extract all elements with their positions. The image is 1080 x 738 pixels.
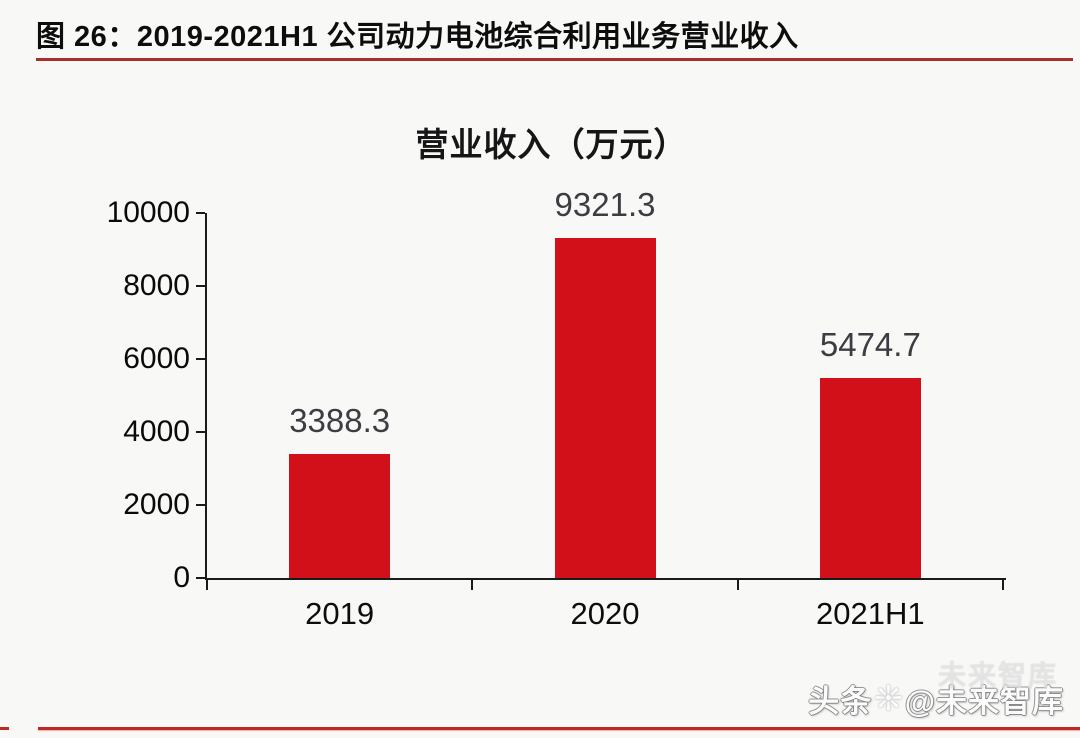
plot-area: 0 2000 4000 6000 8000 10000 3388.3 2019 9321.3 20… (107, 186, 1006, 631)
x-axis-tick (206, 580, 208, 590)
y-axis-tick (196, 577, 205, 579)
chart-title: 营业收入（万元） (415, 126, 688, 163)
bar-value-label: 3388.3 (289, 402, 391, 440)
x-axis-line (205, 578, 1006, 580)
caption-underline (36, 58, 1073, 61)
figure-caption: 图 26：2019-2021H1 公司动力电池综合利用业务营业收入 (36, 21, 799, 53)
y-axis-tick-label: 10000 (106, 196, 190, 229)
y-axis-tick (196, 212, 205, 214)
y-axis-tick (196, 504, 205, 506)
bar-value-label: 5474.7 (819, 326, 921, 364)
y-axis-tick-label: 8000 (123, 269, 190, 302)
y-axis-tick-label: 2000 (123, 488, 190, 521)
bar-2020 (554, 237, 656, 578)
y-axis-tick (196, 358, 205, 360)
y-axis-tick-label: 0 (173, 561, 190, 594)
x-axis-category-label: 2020 (570, 596, 640, 631)
bottom-rule (38, 727, 1080, 730)
x-axis-tick (1002, 580, 1004, 590)
y-axis-tick (196, 285, 205, 287)
y-axis-tick-label: 6000 (123, 342, 190, 375)
bar-value-label: 9321.3 (554, 185, 656, 223)
x-axis-tick (736, 580, 739, 590)
watermark: 未来智库 头条 ❊ @未来智库 (808, 660, 1064, 721)
x-axis-category-label: 2021H1 (816, 596, 925, 631)
sparkle-icon: ❊ (874, 679, 903, 718)
y-axis-line (205, 213, 207, 578)
x-axis-tick (471, 580, 474, 590)
x-axis-category-label: 2019 (305, 596, 375, 631)
watermark-prefix: 头条 (808, 684, 873, 719)
y-axis-tick (196, 431, 205, 433)
bar-2021H1 (819, 378, 921, 578)
y-axis-tick-label: 4000 (123, 415, 190, 448)
bottom-rule-stub (0, 727, 9, 730)
watermark-ghost-text: 未来智库 (937, 660, 1058, 691)
watermark-handle: @未来智库 (904, 684, 1064, 719)
bar-2019 (289, 454, 391, 578)
